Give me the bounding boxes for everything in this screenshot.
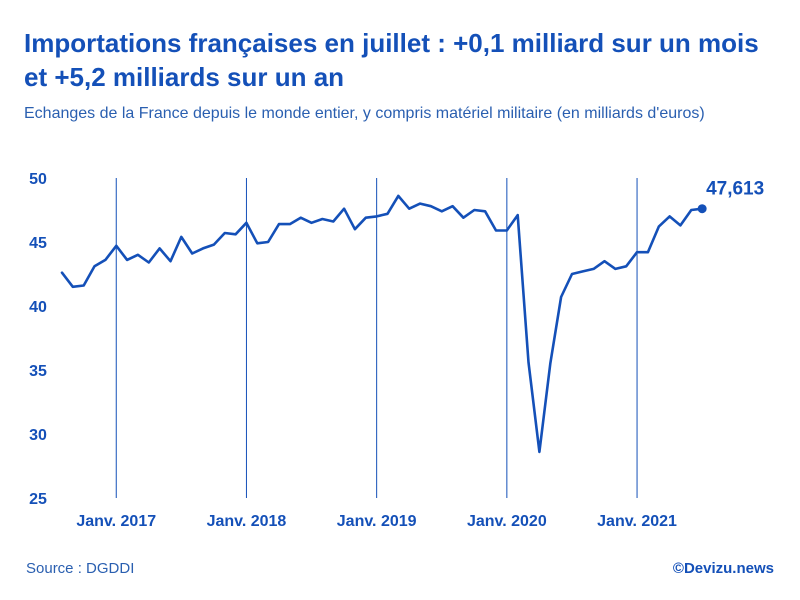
x-tick-label-0: Janv. 2017 bbox=[76, 513, 156, 530]
y-tick-label-4: 45 bbox=[29, 235, 47, 252]
y-tick-label-0: 25 bbox=[29, 491, 47, 508]
y-tick-label-2: 35 bbox=[29, 363, 47, 380]
source-note: Source : DGDDI bbox=[26, 560, 135, 577]
x-tick-label-3: Janv. 2020 bbox=[467, 513, 547, 530]
y-tick-label-5: 50 bbox=[29, 171, 47, 188]
chart-subtitle: Echanges de la France depuis le monde en… bbox=[24, 105, 705, 122]
x-tick-label-1: Janv. 2018 bbox=[207, 513, 287, 530]
credit-logo: ©Devizu.news bbox=[672, 560, 774, 577]
y-tick-label-1: 30 bbox=[29, 427, 47, 444]
x-tick-label-2: Janv. 2019 bbox=[337, 513, 417, 530]
last-point-label: 47,613 bbox=[706, 179, 764, 200]
series-line bbox=[60, 194, 704, 454]
chart-title: Importations françaises en juillet : +0,… bbox=[24, 28, 759, 92]
y-tick-label-3: 40 bbox=[29, 299, 47, 316]
last-point-marker bbox=[697, 204, 707, 214]
x-tick-label-4: Janv. 2021 bbox=[597, 513, 677, 530]
